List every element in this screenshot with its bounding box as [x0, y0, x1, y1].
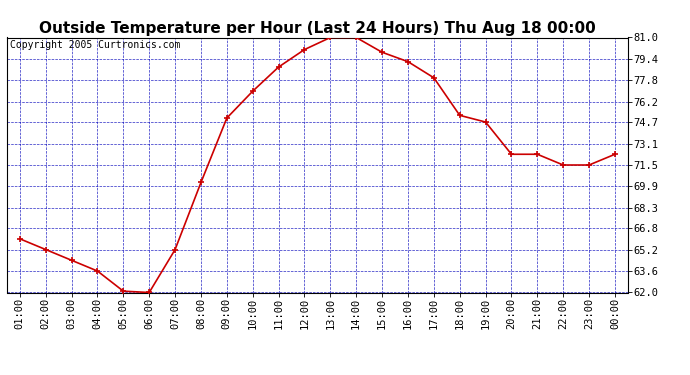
Text: Copyright 2005 Curtronics.com: Copyright 2005 Curtronics.com: [10, 40, 180, 50]
Title: Outside Temperature per Hour (Last 24 Hours) Thu Aug 18 00:00: Outside Temperature per Hour (Last 24 Ho…: [39, 21, 595, 36]
